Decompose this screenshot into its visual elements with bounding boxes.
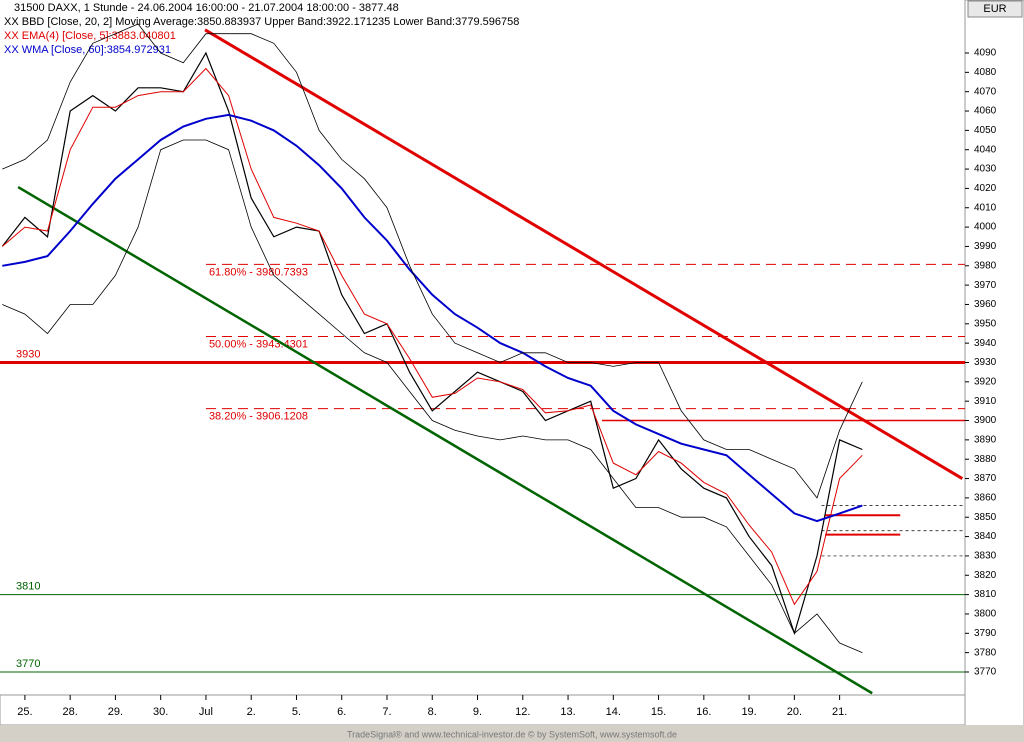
series-line: [2, 23, 863, 499]
y-tick-label: 3860: [974, 493, 997, 504]
y-tick-label: 4030: [974, 164, 997, 175]
x-tick-label: 30.: [153, 706, 168, 718]
y-tick-label: 3870: [974, 473, 997, 484]
y-tick-label: 3990: [974, 241, 997, 252]
horizontal-line-label: 3770: [16, 658, 40, 670]
y-tick-label: 4080: [974, 67, 997, 78]
x-tick-label: 9.: [473, 706, 482, 718]
y-tick-label: 3780: [974, 647, 997, 658]
horizontal-line-label: 3930: [16, 348, 40, 360]
x-tick-label: 19.: [741, 706, 756, 718]
y-tick-label: 3890: [974, 435, 997, 446]
fib-label: 61.80% - 3980.7393: [209, 266, 308, 278]
legend-bbd: XX BBD [Close, 20, 2] Moving Average:385…: [4, 16, 519, 28]
y-tick-label: 4060: [974, 106, 997, 117]
y-tick-label: 4020: [974, 183, 997, 194]
x-tick-label: 16.: [696, 706, 711, 718]
x-tick-label: 5.: [292, 706, 301, 718]
y-tick-label: 4070: [974, 86, 997, 97]
y-tick-label: 4000: [974, 222, 997, 233]
currency-box: [967, 0, 1023, 18]
footer-bar: [0, 725, 1024, 742]
x-tick-label: 7.: [382, 706, 391, 718]
x-tick-label: 8.: [428, 706, 437, 718]
y-tick-label: 3980: [974, 260, 997, 271]
y-tick-label: 3810: [974, 589, 997, 600]
legend-wma: XX WMA [Close, 60]:3854.972931: [4, 44, 171, 56]
y-tick-label: 3950: [974, 318, 997, 329]
y-tick-label: 3850: [974, 512, 997, 523]
y-tick-label: 3930: [974, 357, 997, 368]
legend-ema: XX EMA(4) [Close, 5]:3883.040801: [4, 30, 176, 42]
x-tick-label: 2.: [247, 706, 256, 718]
y-tick-label: 4090: [974, 48, 997, 59]
x-tick-label: 21.: [832, 706, 847, 718]
series-line: [2, 139, 863, 653]
series-line: [1, 67, 863, 606]
y-tick-label: 3920: [974, 376, 997, 387]
y-tick-label: 3910: [974, 396, 997, 407]
y-tick-label: 3820: [974, 570, 997, 581]
y-tick-label: 3880: [974, 454, 997, 465]
series-line: [2, 113, 863, 523]
currency: EUR: [983, 3, 1006, 15]
x-tick-label: 13.: [560, 706, 575, 718]
x-tick-label: 20.: [787, 706, 802, 718]
x-tick-label: 12.: [515, 706, 530, 718]
chart-title: 31500 DAXX, 1 Stunde - 24.06.2004 16:00:…: [14, 2, 399, 14]
y-tick-label: 3800: [974, 609, 997, 620]
y-tick-label: 3940: [974, 338, 997, 349]
footer: TradeSignal® and www.technical-investor.…: [347, 729, 677, 739]
x-tick-label: 25.: [17, 706, 32, 718]
y-tick-label: 3960: [974, 299, 997, 310]
y-tick-label: 3970: [974, 280, 997, 291]
x-tick-label: 28.: [63, 706, 78, 718]
y-tick-label: 3840: [974, 531, 997, 542]
x-tick-label: Jul: [199, 706, 213, 718]
x-tick-label: 15.: [651, 706, 666, 718]
y-tick-label: 3790: [974, 628, 997, 639]
x-tick-label: 6.: [337, 706, 346, 718]
y-tick-label: 4010: [974, 202, 997, 213]
y-tick-label: 3830: [974, 551, 997, 562]
trend-line: [17, 185, 873, 695]
x-axis-panel: [0, 694, 966, 726]
x-tick-label: 29.: [108, 706, 123, 718]
y-tick-label: 4050: [974, 125, 997, 136]
y-tick-label: 3900: [974, 415, 997, 426]
series-line: [1, 51, 863, 636]
fib-label: 38.20% - 3906.1208: [209, 411, 308, 423]
y-tick-label: 4040: [974, 144, 997, 155]
x-tick-label: 14.: [606, 706, 621, 718]
fib-label: 50.00% - 3943.4301: [209, 338, 308, 350]
y-axis-panel: [964, 0, 1024, 742]
trend-line: [204, 28, 964, 480]
y-tick-label: 3770: [974, 667, 997, 678]
horizontal-line-label: 3810: [16, 581, 40, 593]
